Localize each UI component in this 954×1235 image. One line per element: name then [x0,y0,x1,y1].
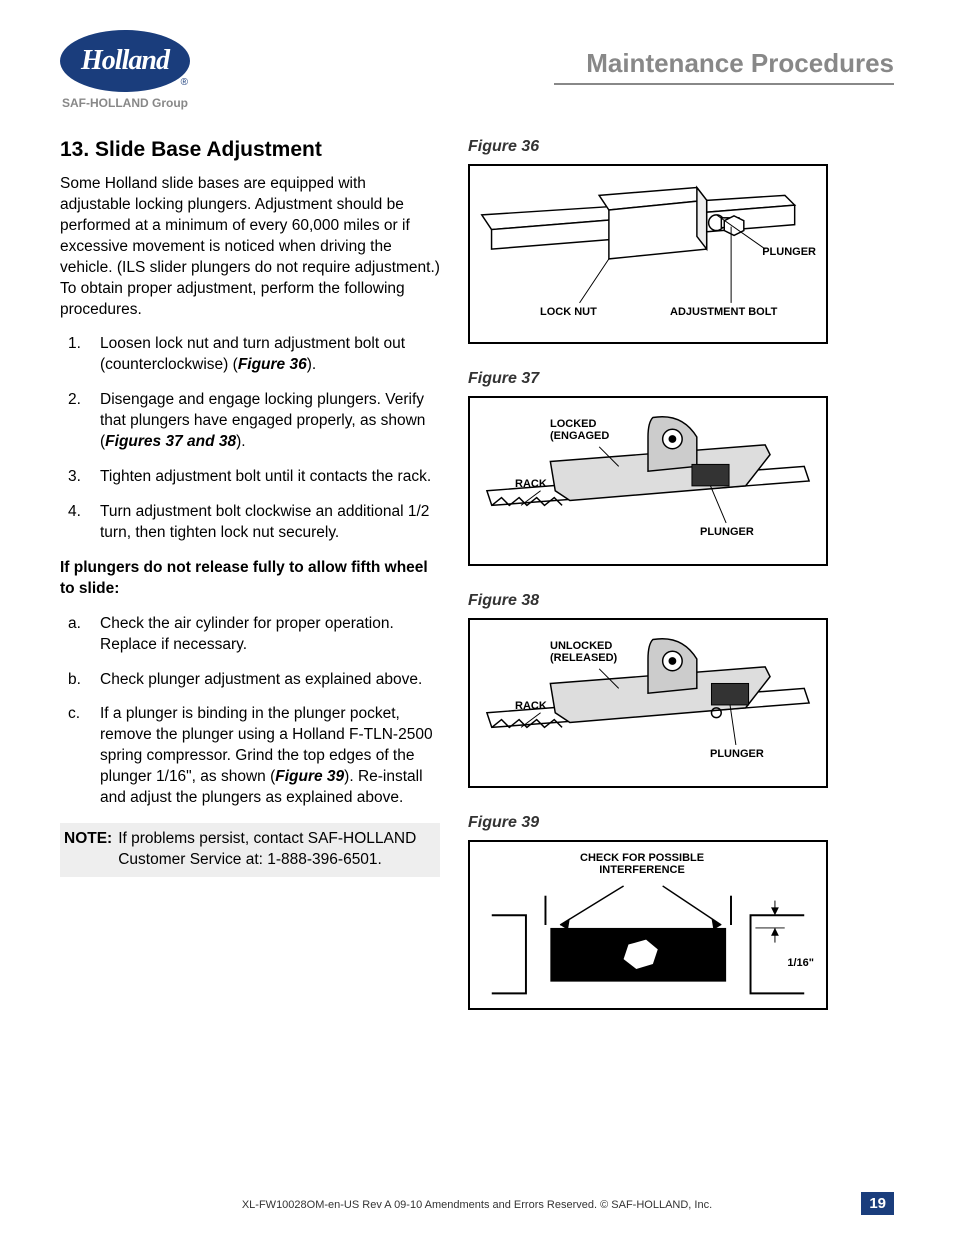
callout-rack-37: RACK [515,478,547,490]
callout-dim: 1/16" [787,957,814,969]
figure-38: UNLOCKED (RELEASED) RACK PLUNGER [468,618,828,788]
callout-locknut: LOCK NUT [540,306,597,318]
right-column: Figure 36 [468,138,828,1036]
substep-c: c. If a plunger is binding in the plunge… [60,704,440,809]
callout-check: CHECK FOR POSSIBLE INTERFERENCE [580,852,704,876]
note-text: If problems persist, contact SAF-HOLLAND… [118,829,436,871]
numbered-steps: Loosen lock nut and turn adjustment bolt… [60,334,440,543]
logo-text: Holland [81,45,169,77]
section-name: Slide Base Adjustment [95,138,322,161]
callout-adjbolt: ADJUSTMENT BOLT [670,306,777,318]
figure-36-label: Figure 36 [468,138,828,156]
note-box: NOTE: If problems persist, contact SAF-H… [60,823,440,877]
step-2: Disengage and engage locking plungers. V… [60,390,440,453]
intro-paragraph: Some Holland slide bases are equipped wi… [60,174,440,320]
callout-plunger-38: PLUNGER [710,748,764,760]
substep-b: b. Check plunger adjustment as explained… [60,670,440,691]
figure-37-label: Figure 37 [468,370,828,388]
substep-a: a. Check the air cylinder for proper ope… [60,614,440,656]
lettered-substeps: a. Check the air cylinder for proper ope… [60,614,440,809]
step-1: Loosen lock nut and turn adjustment bolt… [60,334,440,376]
step-3: Tighten adjustment bolt until it contact… [60,467,440,488]
left-column: 13. Slide Base Adjustment Some Holland s… [60,138,440,1036]
figure-39: CHECK FOR POSSIBLE INTERFERENCE 1/16" [468,840,828,1010]
holland-logo: Holland ® [60,30,190,92]
callout-plunger: PLUNGER [762,246,816,258]
content-area: 13. Slide Base Adjustment Some Holland s… [60,138,894,1036]
figure-38-label: Figure 38 [468,592,828,610]
step-4: Turn adjustment bolt clockwise an additi… [60,502,440,544]
page-footer: XL-FW10028OM-en-US Rev A 09-10 Amendment… [60,1199,894,1211]
callout-locked: LOCKED (ENGAGED [550,418,609,442]
section-number: 13. [60,138,89,161]
page-number: 19 [861,1192,894,1215]
registered-mark: ® [181,77,188,88]
page-header: Holland ® SAF-HOLLAND Group Maintenance … [60,30,894,110]
section-title: 13. Slide Base Adjustment [60,138,440,162]
callout-unlocked: UNLOCKED (RELEASED) [550,640,617,664]
figure-37: LOCKED (ENGAGED RACK PLUNGER [468,396,828,566]
note-label: NOTE: [64,829,112,871]
figure-36: PLUNGER LOCK NUT ADJUSTMENT BOLT [468,164,828,344]
sub-heading: If plungers do not release fully to allo… [60,558,440,600]
callout-rack-38: RACK [515,700,547,712]
figure-39-label: Figure 39 [468,814,828,832]
logo-subtext: SAF-HOLLAND Group [62,96,188,110]
page-title: Maintenance Procedures [554,48,894,85]
callout-plunger-37: PLUNGER [700,526,754,538]
logo-block: Holland ® SAF-HOLLAND Group [60,30,190,110]
footer-text: XL-FW10028OM-en-US Rev A 09-10 Amendment… [60,1199,894,1211]
